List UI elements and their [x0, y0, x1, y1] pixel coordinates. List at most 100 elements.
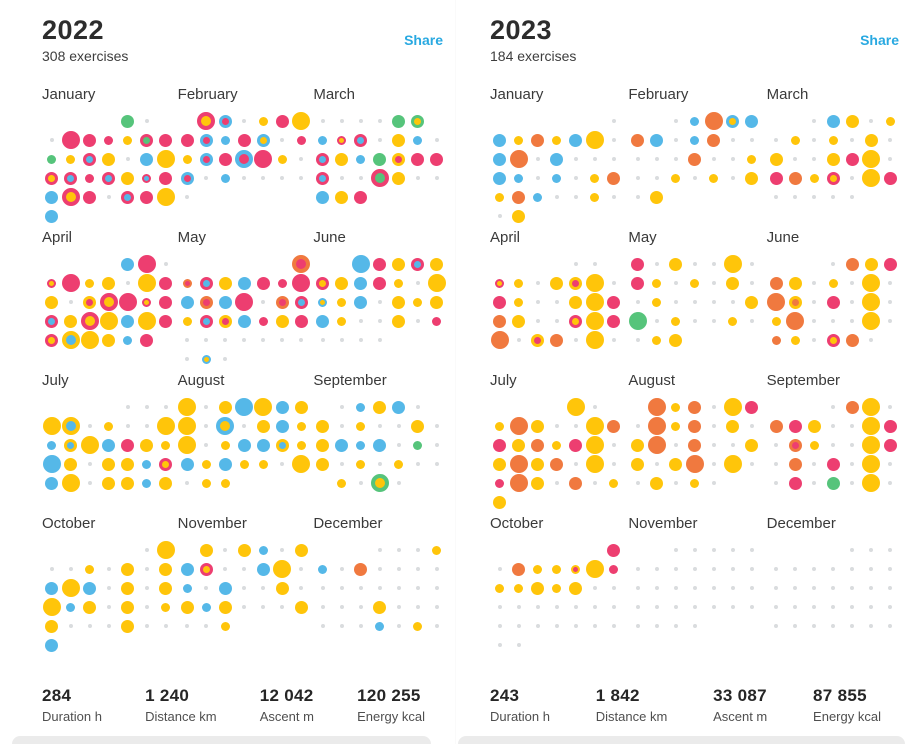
exercise-dot-multi	[102, 171, 115, 185]
exercise-dot	[64, 314, 77, 328]
exercise-dot	[788, 171, 802, 185]
exercise-dot	[430, 257, 444, 271]
rest-day-dot	[358, 624, 363, 629]
exercise-dot	[235, 293, 254, 312]
day-cell	[216, 150, 235, 169]
day-cell	[235, 598, 254, 617]
day-cell	[604, 493, 623, 512]
day-cell	[118, 112, 137, 131]
exercise-dot	[788, 419, 802, 433]
day-cell	[273, 331, 292, 350]
rest-day-dot	[535, 281, 540, 286]
exercise-dot-multi	[201, 354, 211, 364]
rest-day-dot	[434, 624, 439, 629]
day-cell	[61, 560, 80, 579]
exercise-dot	[726, 276, 740, 290]
day-cell	[604, 541, 623, 560]
exercise-dot	[745, 114, 759, 128]
day-cell	[254, 617, 273, 636]
exercise-dot	[121, 457, 134, 471]
exercise-dot	[80, 436, 99, 455]
rest-day-dot	[204, 424, 209, 429]
exercise-dot	[316, 314, 330, 328]
day-cell	[80, 398, 99, 417]
exercise-dot-multi	[411, 257, 425, 271]
exercise-dot	[862, 274, 881, 293]
day-cell	[178, 541, 197, 560]
rest-day-dot	[68, 567, 73, 572]
day-cell	[216, 131, 235, 150]
month-label: October	[490, 514, 544, 532]
exercise-dot	[335, 152, 349, 166]
day-cell	[42, 188, 61, 207]
rest-day-dot	[242, 567, 247, 572]
share-button[interactable]: Share	[860, 32, 899, 48]
exercise-dot	[493, 295, 506, 309]
day-cell	[723, 169, 742, 188]
rest-day-dot	[869, 605, 874, 610]
day-cell	[604, 436, 623, 455]
exercise-dot	[392, 257, 406, 271]
exercise-dot	[688, 438, 702, 452]
day-cell	[42, 436, 61, 455]
rest-day-dot	[812, 338, 817, 343]
exercise-dot	[292, 112, 311, 131]
day-cell	[254, 255, 273, 274]
day-cell	[843, 112, 862, 131]
rest-day-dot	[573, 605, 578, 610]
day-cell	[197, 188, 216, 207]
rest-day-dot	[415, 586, 420, 591]
rest-day-dot	[611, 443, 616, 448]
day-cell	[254, 169, 273, 188]
day-cell	[99, 274, 118, 293]
rest-day-dot	[611, 338, 616, 343]
exercise-dot	[723, 455, 742, 474]
share-button[interactable]: Share	[404, 32, 443, 48]
exercise-dot	[254, 150, 273, 169]
exercise-dot	[512, 190, 525, 204]
exercise-dot-multi	[370, 169, 389, 188]
exercise-dot	[218, 276, 232, 290]
exercise-dot	[45, 619, 58, 633]
exercise-dot	[66, 602, 75, 612]
day-cell	[351, 455, 370, 474]
exercise-dot	[647, 436, 666, 455]
exercise-dot-multi	[392, 152, 406, 166]
day-cell	[389, 169, 408, 188]
year-panel-2022: 2022 308 exercises Share January February…	[0, 0, 455, 744]
day-cell	[80, 474, 99, 493]
day-cell	[843, 579, 862, 598]
day-cell	[767, 131, 786, 150]
day-cell	[862, 579, 881, 598]
day-cell	[881, 541, 900, 560]
day-cell	[528, 169, 547, 188]
month-february: February	[628, 86, 766, 229]
day-cell	[389, 312, 408, 331]
day-cell	[786, 131, 805, 150]
day-cell	[351, 560, 370, 579]
rest-day-dot	[516, 643, 521, 648]
day-cell	[786, 331, 805, 350]
exercise-dot	[275, 581, 289, 595]
rest-day-dot	[730, 300, 735, 305]
day-cell	[881, 474, 900, 493]
rest-day-dot	[299, 176, 304, 181]
day-cell	[786, 312, 805, 331]
exercise-dot	[294, 600, 308, 614]
day-cell	[881, 598, 900, 617]
day-cell	[509, 598, 528, 617]
day-cell	[786, 112, 805, 131]
exercise-dot	[220, 478, 230, 488]
exercise-dot	[709, 173, 719, 183]
rest-day-dot	[516, 338, 521, 343]
day-cell	[156, 579, 175, 598]
exercise-dot-multi	[45, 314, 58, 328]
day-cell	[370, 112, 389, 131]
rest-day-dot	[888, 157, 893, 162]
day-cell	[843, 474, 862, 493]
day-cell	[292, 436, 311, 455]
day-cell	[137, 474, 156, 493]
day-cell	[528, 560, 547, 579]
month-dot-grid	[628, 398, 766, 493]
day-cell	[704, 169, 723, 188]
